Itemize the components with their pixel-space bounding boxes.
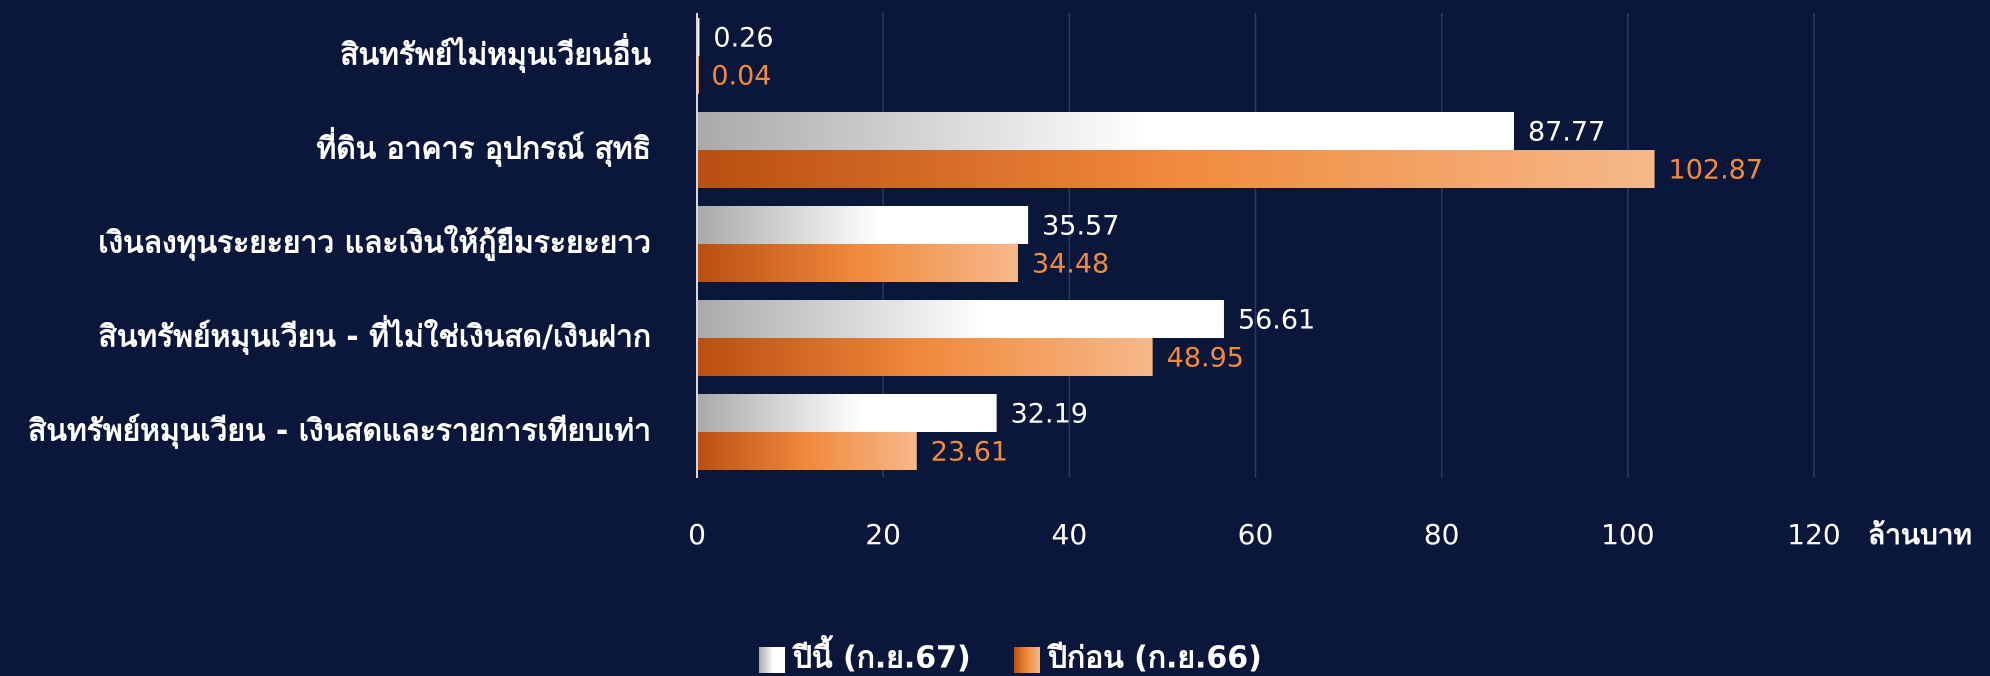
- x-tick-label: 20: [865, 518, 901, 551]
- category-label: สินทรัพย์หมุนเวียน - ที่ไม่ใช่เงินสด/เงิ…: [99, 315, 651, 356]
- x-tick-label: 120: [1787, 518, 1840, 551]
- category-label: สินทรัพย์หมุนเวียน - เงินสดและรายการเทีย…: [28, 414, 651, 450]
- value-label: 0.04: [711, 61, 771, 92]
- bar: [697, 338, 1153, 376]
- value-label: 0.26: [713, 23, 773, 54]
- value-label: 56.61: [1238, 305, 1315, 336]
- legend-swatch: [759, 647, 785, 673]
- x-tick-label: 40: [1052, 518, 1088, 551]
- bar: [697, 300, 1224, 338]
- x-tick-label: 80: [1424, 518, 1460, 551]
- value-label: 87.77: [1528, 117, 1605, 148]
- category-label: สินทรัพย์ไม่หมุนเวียนอื่น: [340, 33, 651, 74]
- value-label: 23.61: [931, 437, 1008, 468]
- bar: [697, 18, 700, 56]
- category-label: เงินลงทุนระยะยาว และเงินให้กู้ยืมระยะยาว: [98, 225, 651, 262]
- value-label: 35.57: [1042, 211, 1119, 242]
- bar: [697, 150, 1655, 188]
- value-label: 48.95: [1167, 343, 1244, 374]
- bar: [697, 394, 997, 432]
- x-axis-title: ล้านบาท: [1868, 518, 1972, 551]
- legend-label: ปีนี้ (ก.ย.67): [791, 635, 971, 676]
- bar: [697, 206, 1029, 244]
- x-tick-label: 100: [1601, 518, 1654, 551]
- bar: [697, 112, 1514, 150]
- value-label: 34.48: [1032, 249, 1109, 280]
- value-label: 32.19: [1011, 399, 1088, 430]
- category-label: ที่ดิน อาคาร อุปกรณ์ สุทธิ: [316, 127, 651, 168]
- x-tick-label: 0: [688, 518, 706, 551]
- bar: [697, 432, 917, 470]
- legend-swatch: [1014, 647, 1040, 673]
- value-label: 102.87: [1669, 155, 1763, 186]
- legend-label: ปีก่อน (ก.ย.66): [1046, 641, 1262, 676]
- bar: [697, 244, 1018, 282]
- x-tick-label: 60: [1238, 518, 1274, 551]
